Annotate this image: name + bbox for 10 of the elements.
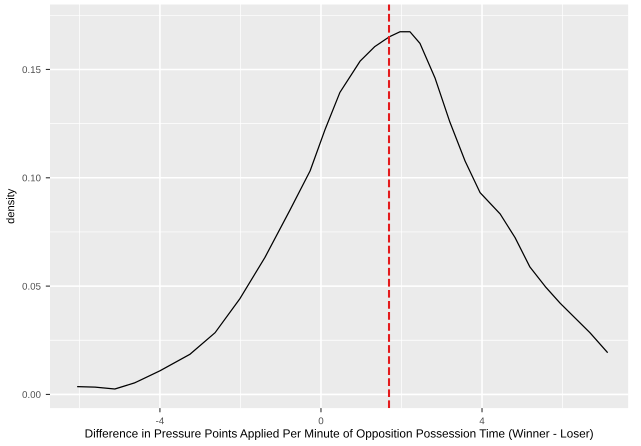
y-tick-label: 0.15	[22, 66, 41, 74]
y-tick-label: 0.00	[22, 391, 41, 398]
line-series	[77, 31, 608, 390]
x-tick-label: 0	[318, 417, 324, 424]
y-axis-title: density	[6, 188, 16, 224]
x-axis-title: Difference in Pressure Points Applied Per Minute of Opposition Possession Time (Winner - Loser)	[86, 428, 593, 440]
y-tick-label: 0.05	[22, 282, 41, 290]
x-tick-label: -4	[156, 417, 164, 424]
x-tick-label: 4	[480, 417, 484, 424]
y-tick-label: 0.10	[22, 174, 41, 182]
